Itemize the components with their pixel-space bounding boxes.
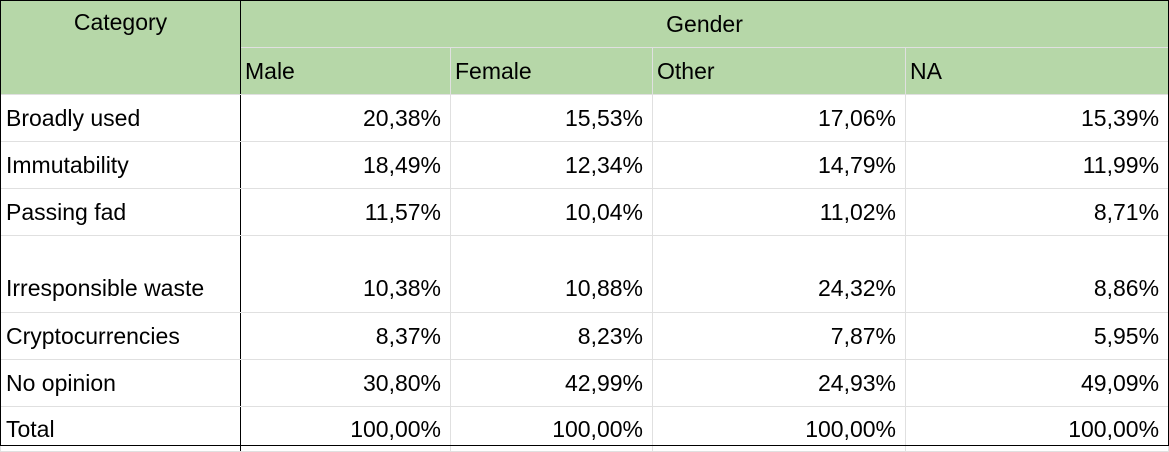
- total-na[interactable]: 100,00%: [904, 406, 1169, 452]
- column-header-female[interactable]: Female: [450, 47, 653, 95]
- row-label[interactable]: Broadly used: [0, 94, 241, 142]
- cell-na[interactable]: 11,99%: [904, 141, 1169, 189]
- cell-female[interactable]: 12,34%: [450, 141, 653, 189]
- cell-na[interactable]: 15,39%: [904, 94, 1169, 142]
- row-label[interactable]: No opinion: [0, 359, 241, 407]
- row-label[interactable]: Passing fad: [0, 188, 241, 236]
- cell-male[interactable]: 10,38%: [240, 235, 451, 313]
- cell-other[interactable]: 7,87%: [652, 312, 906, 360]
- header-row-1: Category Gender: [0, 0, 1169, 95]
- cell-na[interactable]: 8,86%: [904, 235, 1169, 313]
- cell-female[interactable]: 10,04%: [450, 188, 653, 236]
- table-row: Cryptocurrencies 8,37% 8,23% 7,87% 5,95%: [0, 312, 1169, 360]
- total-label[interactable]: Total: [0, 406, 241, 452]
- row-label[interactable]: Immutability: [0, 141, 241, 189]
- total-other[interactable]: 100,00%: [652, 406, 906, 452]
- cell-na[interactable]: 49,09%: [904, 359, 1169, 407]
- table-row: Broadly used 20,38% 15,53% 17,06% 15,39%: [0, 94, 1169, 142]
- total-male[interactable]: 100,00%: [240, 406, 451, 452]
- table-row: Irresponsible waste 10,38% 10,88% 24,32%…: [0, 235, 1169, 313]
- cell-other[interactable]: 17,06%: [652, 94, 906, 142]
- cell-female[interactable]: 10,88%: [450, 235, 653, 313]
- cell-other[interactable]: 11,02%: [652, 188, 906, 236]
- cell-na[interactable]: 8,71%: [904, 188, 1169, 236]
- cell-female[interactable]: 8,23%: [450, 312, 653, 360]
- table-row: Immutability 18,49% 12,34% 14,79% 11,99%: [0, 141, 1169, 189]
- total-row: Total 100,00% 100,00% 100,00% 100,00%: [0, 406, 1169, 452]
- row-label[interactable]: Irresponsible waste: [0, 235, 241, 313]
- cell-other[interactable]: 14,79%: [652, 141, 906, 189]
- gender-header[interactable]: Gender: [239, 0, 1169, 48]
- cell-male[interactable]: 30,80%: [240, 359, 451, 407]
- total-female[interactable]: 100,00%: [450, 406, 653, 452]
- cell-other[interactable]: 24,93%: [652, 359, 906, 407]
- row-label[interactable]: Cryptocurrencies: [0, 312, 241, 360]
- column-header-other[interactable]: Other: [652, 47, 906, 95]
- table-row: Passing fad 11,57% 10,04% 11,02% 8,71%: [0, 188, 1169, 236]
- cell-male[interactable]: 11,57%: [240, 188, 451, 236]
- column-header-na[interactable]: NA: [904, 47, 1169, 95]
- header-row-2: Male Female Other NA: [1, 47, 1169, 95]
- cell-male[interactable]: 18,49%: [240, 141, 451, 189]
- cell-male[interactable]: 8,37%: [240, 312, 451, 360]
- category-header[interactable]: Category: [0, 0, 241, 95]
- cell-na[interactable]: 5,95%: [904, 312, 1169, 360]
- cell-female[interactable]: 15,53%: [450, 94, 653, 142]
- cell-female[interactable]: 42,99%: [450, 359, 653, 407]
- cell-other[interactable]: 24,32%: [652, 235, 906, 313]
- cell-male[interactable]: 20,38%: [240, 94, 451, 142]
- table-row: No opinion 30,80% 42,99% 24,93% 49,09%: [0, 359, 1169, 407]
- column-header-male[interactable]: Male: [240, 47, 451, 95]
